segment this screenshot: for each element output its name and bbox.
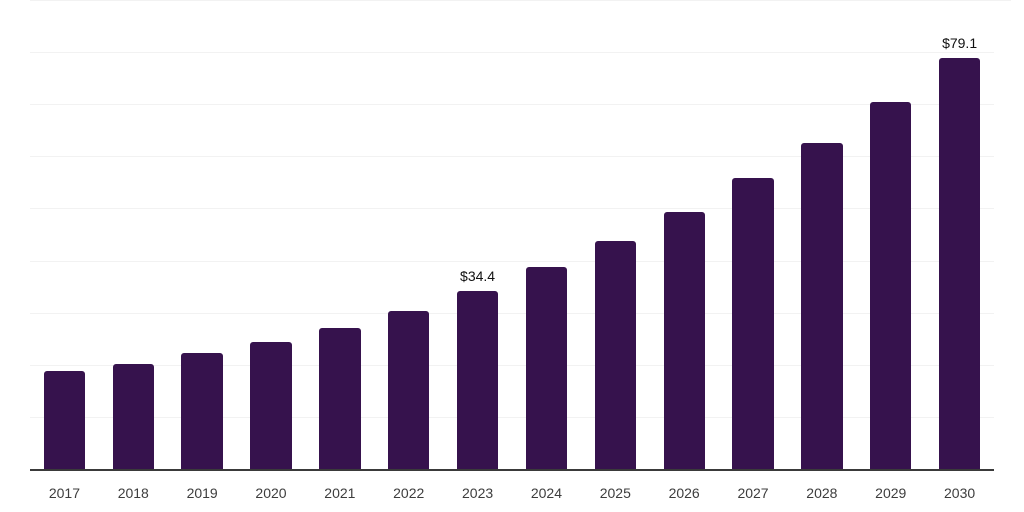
bar-2017 bbox=[43, 371, 86, 470]
bar-2022 bbox=[388, 311, 430, 470]
x-axis-tick-labels: 2017 2018 2019 2020 2021 2022 2023 2024 2025 2026… bbox=[30, 471, 994, 501]
x-tick-label-2029: 2029 bbox=[875, 485, 907, 501]
bar-band bbox=[787, 1, 856, 470]
bar-band bbox=[650, 1, 719, 470]
bar-2023 bbox=[456, 290, 499, 470]
x-tick-label-2019: 2019 bbox=[186, 485, 218, 501]
x-tick-label-2018: 2018 bbox=[117, 485, 149, 501]
bar-2024 bbox=[525, 267, 568, 470]
gridline bbox=[30, 52, 994, 54]
bar-2026 bbox=[663, 211, 705, 470]
gridline bbox=[30, 208, 994, 210]
value-label-2023: $34.4 bbox=[460, 267, 496, 284]
x-tick-label-2026: 2026 bbox=[668, 485, 700, 501]
bars-row: $34.4 $79.1 bbox=[30, 1, 994, 470]
bar-band bbox=[305, 1, 374, 470]
gridline bbox=[30, 416, 994, 418]
bar-band bbox=[30, 1, 99, 470]
gridline bbox=[30, 0, 1011, 1]
x-tick-label-2023: 2023 bbox=[462, 485, 494, 501]
x-tick-label-2024: 2024 bbox=[530, 485, 563, 501]
bar-2028 bbox=[801, 142, 843, 470]
bar-band: $79.1 bbox=[925, 1, 994, 470]
bar-2029 bbox=[870, 101, 912, 470]
bar-band bbox=[719, 1, 788, 470]
value-label-2030: $79.1 bbox=[942, 34, 978, 51]
bar-band bbox=[99, 1, 168, 470]
gridline bbox=[30, 312, 994, 314]
gridline bbox=[30, 364, 994, 366]
x-tick-label-2022: 2022 bbox=[393, 485, 425, 501]
x-tick-label-2030: 2030 bbox=[944, 485, 976, 501]
gridline bbox=[30, 104, 994, 106]
bar-2025 bbox=[594, 241, 636, 470]
x-tick-label-2021: 2021 bbox=[324, 485, 356, 501]
x-tick-label-2017: 2017 bbox=[48, 485, 80, 501]
plot-area: $34.4 $79.1 bbox=[30, 0, 1011, 471]
bar-2021 bbox=[319, 328, 361, 470]
bar-band bbox=[856, 1, 925, 470]
bar-2019 bbox=[181, 353, 223, 470]
x-tick-label-2020: 2020 bbox=[255, 485, 287, 501]
bar-2020 bbox=[250, 341, 292, 470]
bar-band: $34.4 bbox=[443, 1, 512, 470]
x-tick-label-2028: 2028 bbox=[806, 485, 838, 501]
bar-2027 bbox=[732, 178, 774, 470]
bar-band bbox=[581, 1, 650, 470]
bar-2018 bbox=[112, 364, 154, 470]
bar-band bbox=[168, 1, 237, 470]
bar-band bbox=[512, 1, 581, 470]
x-tick-label-2025: 2025 bbox=[599, 485, 631, 501]
x-axis-line bbox=[30, 469, 994, 471]
x-tick-label-2027: 2027 bbox=[737, 485, 769, 501]
bar-2030 bbox=[938, 57, 981, 470]
gridline bbox=[30, 260, 994, 262]
gridline bbox=[30, 156, 994, 158]
bar-band bbox=[374, 1, 443, 470]
bar-band bbox=[237, 1, 306, 470]
